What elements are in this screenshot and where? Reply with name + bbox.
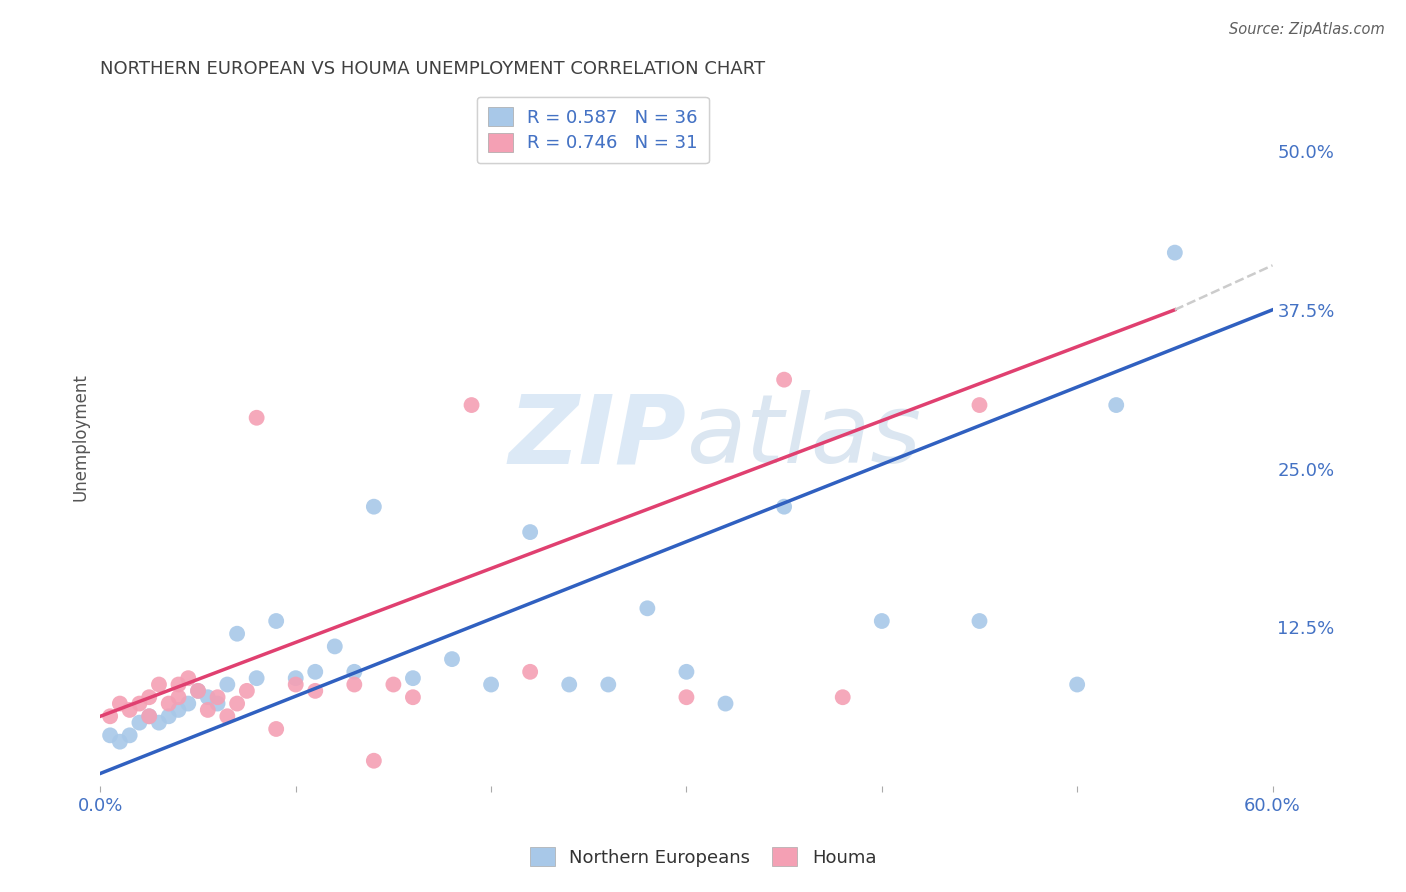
Point <box>226 626 249 640</box>
Point <box>714 697 737 711</box>
Point <box>1066 677 1088 691</box>
Point <box>343 665 366 679</box>
Point <box>969 398 991 412</box>
Point <box>304 665 326 679</box>
Point <box>226 697 249 711</box>
Point <box>831 690 853 705</box>
Point <box>98 709 121 723</box>
Point <box>167 690 190 705</box>
Point <box>402 671 425 685</box>
Point <box>138 709 160 723</box>
Point <box>363 500 385 514</box>
Point <box>773 500 796 514</box>
Point <box>177 671 200 685</box>
Point <box>598 677 620 691</box>
Point <box>460 398 482 412</box>
Point <box>217 677 239 691</box>
Point <box>187 684 209 698</box>
Point <box>519 525 541 540</box>
Point <box>284 671 307 685</box>
Point <box>177 697 200 711</box>
Point <box>246 671 269 685</box>
Point <box>246 410 269 425</box>
Point <box>217 709 239 723</box>
Text: Source: ZipAtlas.com: Source: ZipAtlas.com <box>1229 22 1385 37</box>
Point <box>402 690 425 705</box>
Point <box>128 697 150 711</box>
Point <box>128 715 150 730</box>
Text: atlas: atlas <box>686 391 921 483</box>
Point <box>207 690 229 705</box>
Point <box>148 677 170 691</box>
Y-axis label: Unemployment: Unemployment <box>72 373 89 500</box>
Point <box>519 665 541 679</box>
Point <box>264 722 287 736</box>
Point <box>1164 245 1187 260</box>
Point <box>98 728 121 742</box>
Point <box>636 601 658 615</box>
Point <box>118 703 141 717</box>
Text: ZIP: ZIP <box>509 391 686 483</box>
Point <box>304 684 326 698</box>
Point <box>675 665 697 679</box>
Point <box>157 697 180 711</box>
Point <box>207 697 229 711</box>
Point <box>479 677 502 691</box>
Point <box>773 373 796 387</box>
Text: NORTHERN EUROPEAN VS HOUMA UNEMPLOYMENT CORRELATION CHART: NORTHERN EUROPEAN VS HOUMA UNEMPLOYMENT … <box>100 60 765 78</box>
Legend: R = 0.587   N = 36, R = 0.746   N = 31: R = 0.587 N = 36, R = 0.746 N = 31 <box>477 96 709 163</box>
Point <box>284 677 307 691</box>
Point <box>969 614 991 628</box>
Point <box>187 684 209 698</box>
Point <box>870 614 893 628</box>
Point <box>138 690 160 705</box>
Point <box>167 703 190 717</box>
Point <box>440 652 463 666</box>
Point <box>343 677 366 691</box>
Point <box>264 614 287 628</box>
Point <box>382 677 405 691</box>
Point <box>167 677 190 691</box>
Point <box>363 754 385 768</box>
Point <box>323 640 346 654</box>
Point <box>118 728 141 742</box>
Legend: Northern Europeans, Houma: Northern Europeans, Houma <box>523 840 883 874</box>
Point <box>108 734 131 748</box>
Point <box>558 677 581 691</box>
Point <box>197 690 219 705</box>
Point <box>148 715 170 730</box>
Point <box>108 697 131 711</box>
Point <box>138 709 160 723</box>
Point <box>157 709 180 723</box>
Point <box>1105 398 1128 412</box>
Point <box>236 684 259 698</box>
Point <box>675 690 697 705</box>
Point <box>197 703 219 717</box>
